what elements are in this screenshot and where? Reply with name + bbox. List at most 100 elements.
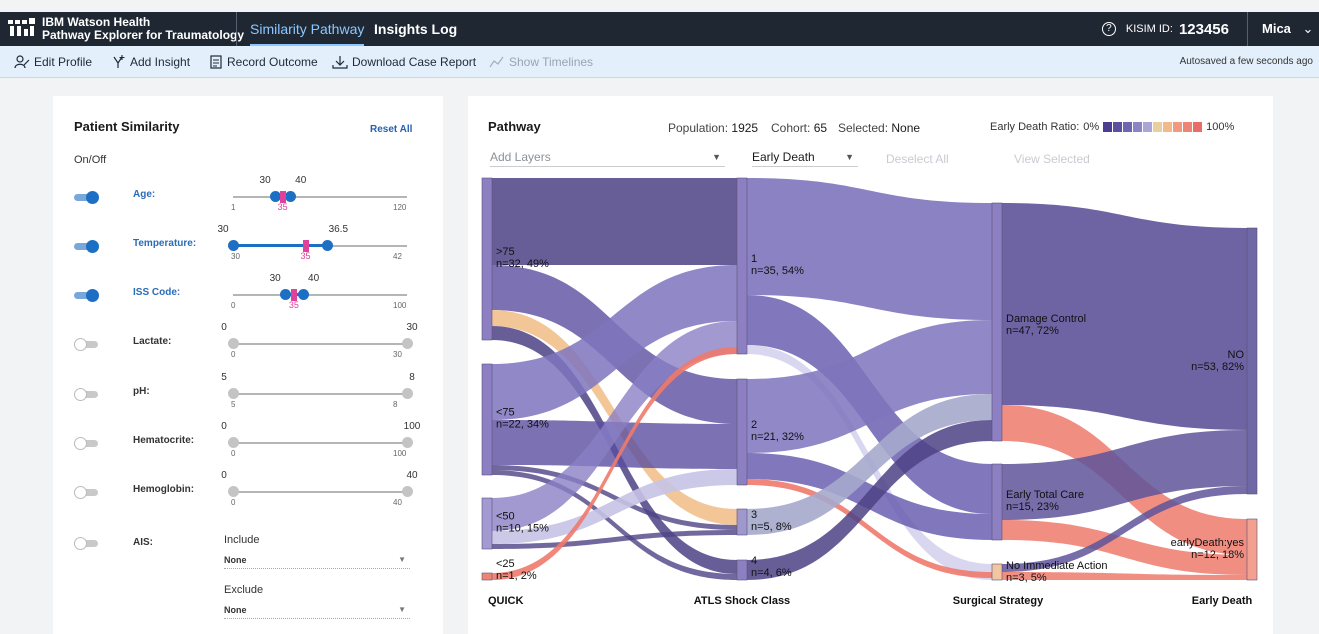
slider-track-iss-code[interactable] [233,294,407,296]
reset-all-button[interactable]: Reset All [370,124,413,135]
toggle-temperature[interactable] [74,240,100,253]
tab-insights-log[interactable]: Insights Log [374,21,458,37]
filter-label-ph: pH: [133,386,150,397]
sankey-node[interactable] [991,463,1003,541]
sankey-node[interactable] [991,563,1003,581]
population-label: Population: [668,121,729,135]
sankey-link[interactable] [492,321,737,531]
slider-track-hematocrite[interactable] [233,442,407,444]
slider-low-value-temperature: 30 [213,224,233,238]
slider-high-handle-lactate[interactable] [402,338,413,349]
help-icon[interactable]: ? [1101,22,1116,36]
sankey-node[interactable] [1246,227,1258,495]
sankey-links [492,178,1247,580]
toggle-lactate[interactable] [74,338,100,351]
sankey-node[interactable] [481,363,493,476]
sankey-node[interactable] [991,202,1003,442]
toggle-hemoglobin[interactable] [74,486,100,499]
slider-low-handle-iss-code[interactable] [280,289,292,300]
sankey-link[interactable] [1002,520,1247,575]
toggle-iss-code[interactable] [74,289,100,302]
sankey-node[interactable] [736,177,748,355]
caret-down-icon: ▼ [845,152,854,162]
user-menu[interactable]: Mica ⌄ [1247,12,1319,46]
sankey-link[interactable] [1002,572,1247,580]
slider-low-handle-hemoglobin[interactable] [228,486,239,497]
sankey-node[interactable] [481,497,493,550]
slider-track-ph[interactable] [233,393,407,395]
toggle-ais[interactable] [74,537,100,550]
sankey-link[interactable] [747,420,992,580]
filter-label-temperature: Temperature: [133,238,197,249]
sankey-link[interactable] [492,469,737,544]
add-layers-select[interactable]: Add Layers ▼ [490,147,725,167]
patient-value-age: 35 [277,202,288,212]
sankey-node[interactable] [736,508,748,536]
ais-exclude-select[interactable]: None ▼ [224,601,410,619]
filter-label-iss-code: ISS Code: [133,287,181,298]
slider-high-handle-age[interactable] [284,191,296,202]
slider-low-handle-lactate[interactable] [228,338,239,349]
ratio-swatch [1143,122,1153,132]
ratio-swatch [1153,122,1163,132]
pathway-sankey[interactable]: >75n=32, 49%<75n=22, 34%<50n=10, 15%<25n… [468,96,1273,634]
edit-profile-button[interactable]: Edit Profile [14,46,92,78]
brand[interactable]: IBM Watson Health Pathway Explorer for T… [8,16,244,42]
slider-high-handle-ph[interactable] [402,388,413,399]
sankey-link[interactable] [492,347,737,580]
sankey-link[interactable] [747,320,992,453]
slider-low-handle-temperature[interactable] [228,240,239,251]
outcome-select[interactable]: Early Death ▼ [752,147,858,167]
slider-low-handle-hematocrite[interactable] [228,437,239,448]
sankey-link[interactable] [1002,486,1247,572]
sankey-link[interactable] [492,530,737,549]
add-insight-icon [113,55,125,68]
tab-similarity-pathway[interactable]: Similarity Pathway [250,12,365,46]
toggle-age[interactable] [74,191,100,204]
slider-min-hematocrite: 0 [231,449,236,458]
sankey-link[interactable] [492,465,737,530]
ratio-swatch [1113,122,1123,132]
sankey-link[interactable] [747,394,992,535]
ais-include-select[interactable]: None ▼ [224,551,410,569]
ratio-swatch [1163,122,1173,132]
slider-high-handle-temperature[interactable] [322,240,334,251]
sankey-link[interactable] [492,178,737,265]
toggle-hematocrite[interactable] [74,437,100,450]
show-timelines-button[interactable]: Show Timelines [489,46,593,78]
sankey-node[interactable] [736,559,748,581]
sankey-link[interactable] [1002,430,1247,520]
sankey-node-stat: n=12, 18% [1191,549,1244,561]
kisim-label: KISIM ID: [1125,23,1173,35]
sankey-node[interactable] [736,378,748,486]
sankey-link[interactable] [747,178,992,320]
slider-low-handle-age[interactable] [270,191,282,202]
sankey-link[interactable] [492,265,737,420]
sankey-node[interactable] [481,177,493,341]
slider-min-age: 1 [231,203,236,212]
sankey-link[interactable] [1002,203,1247,430]
record-outcome-button[interactable]: Record Outcome [209,46,318,78]
sankey-node[interactable] [1246,518,1258,581]
autosave-status: Autosaved a few seconds ago [1179,56,1313,67]
view-selected-button[interactable]: View Selected [1014,152,1090,166]
slider-track-hemoglobin[interactable] [233,491,407,493]
slider-high-handle-hematocrite[interactable] [402,437,413,448]
sankey-link[interactable] [747,479,992,578]
slider-high-handle-hemoglobin[interactable] [402,486,413,497]
slider-track-age[interactable] [233,196,407,198]
sankey-link[interactable] [492,470,737,580]
deselect-all-button[interactable]: Deselect All [886,152,949,166]
slider-track-lactate[interactable] [233,343,407,345]
toggle-ph[interactable] [74,388,100,401]
slider-max-ph: 8 [393,400,398,409]
sankey-node-stat: n=22, 34% [496,419,549,431]
slider-low-handle-ph[interactable] [228,388,239,399]
sankey-node[interactable] [481,572,493,581]
add-insight-button[interactable]: Add Insight [110,46,190,78]
sankey-axis-label: Early Death [1192,595,1253,607]
sankey-node-stat: n=1, 2% [496,570,537,582]
download-case-report-button[interactable]: Download Case Report [332,46,476,78]
sankey-link[interactable] [492,420,737,469]
slider-high-handle-iss-code[interactable] [297,289,309,300]
